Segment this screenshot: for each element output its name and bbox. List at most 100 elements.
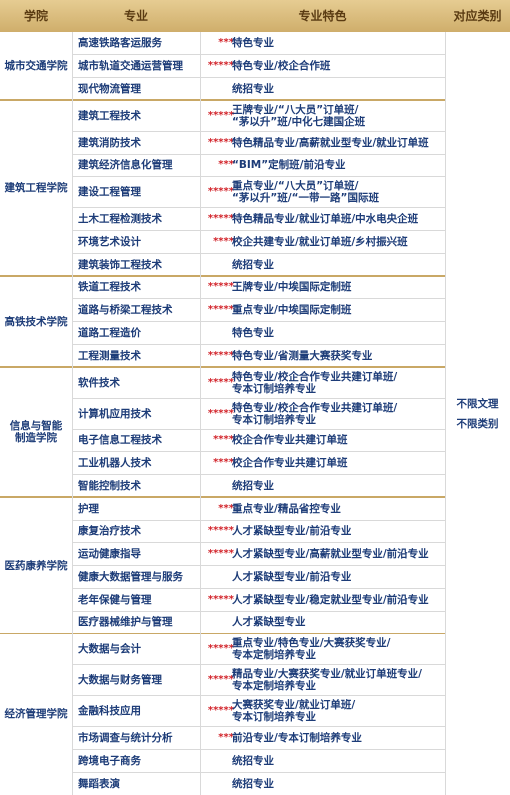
row-line (72, 397, 445, 399)
row-line (72, 726, 445, 728)
feature-line: 专本订制培养专业 (232, 711, 316, 724)
stars: ***** (207, 407, 234, 419)
features: 统招专业 (232, 78, 445, 101)
row-line (72, 451, 445, 453)
row-line (72, 153, 445, 155)
feature-line: 专本定制培养专业 (232, 680, 316, 693)
college-name: 高铁技术学院 (0, 276, 72, 367)
stars: ***** (207, 304, 234, 316)
stars: *** (218, 37, 234, 49)
stars: *** (218, 159, 234, 171)
feature-line: 特色专业/校企合作专业共建订单班/ (232, 401, 398, 414)
features: 人才紧缺型专业/稳定就业型专业/前沿专业 (232, 588, 445, 611)
category-line: 不限类别 (456, 417, 499, 430)
feature-line: 专本订制培养专业 (232, 413, 316, 426)
feature-line: 校企合作专业共建订单班 (232, 434, 348, 447)
features: 大赛获奖专业/就业订单班/专本订制培养专业 (232, 696, 445, 727)
stars: ***** (207, 643, 234, 655)
major-name: 建筑消防技术 (78, 136, 141, 149)
stars: ***** (207, 186, 234, 198)
major-name: 道路与桥梁工程技术 (78, 304, 173, 317)
major-name: 土木工程检测技术 (78, 213, 162, 226)
major-name: 市场调查与统计分析 (78, 732, 173, 745)
major-name: 大数据与会计 (78, 643, 141, 656)
features: 统招专业 (232, 253, 445, 276)
row-line (72, 321, 445, 322)
major-name: 护理 (78, 502, 99, 515)
major-name: 跨境电子商务 (78, 754, 141, 767)
features: 统招专业 (232, 475, 445, 498)
features: “BIM”定制班/前沿专业 (232, 154, 445, 177)
major-name: 大数据与财务管理 (78, 674, 162, 687)
row-line (72, 207, 445, 209)
group-line (0, 366, 445, 368)
row-line (72, 749, 445, 750)
features: 校企合作专业共建订单班 (232, 429, 445, 452)
major-name: 舞蹈表演 (78, 777, 120, 790)
feature-line: 特色专业/省测量大赛获奖专业 (232, 349, 373, 362)
features: 人才紧缺型专业/前沿专业 (232, 520, 445, 543)
row-line (72, 542, 445, 544)
feature-line: 统招专业 (232, 258, 274, 271)
row-line (72, 230, 445, 231)
feature-line: 人才紧缺型专业/前沿专业 (232, 525, 352, 538)
group-line (0, 496, 445, 498)
feature-line: 王牌专业/中埃国际定制班 (232, 281, 352, 294)
stars: *** (218, 732, 234, 744)
row-line (72, 77, 445, 78)
features: 特色专业/校企合作班 (232, 55, 445, 78)
col-line (199, 32, 201, 795)
row-line (72, 695, 445, 697)
major-name: 工程测量技术 (78, 349, 141, 362)
group-line (0, 275, 445, 277)
college-name: 医药康养学院 (0, 497, 72, 634)
features: 王牌专业/“八大员”订单班/“茅以升”班/中化七建国企班 (232, 100, 445, 131)
feature-line: 人才紧缺型专业/前沿专业 (232, 570, 352, 583)
row-line (72, 474, 445, 475)
major-name: 健康大数据管理与服务 (78, 570, 183, 583)
college-name: 建筑工程学院 (0, 100, 72, 276)
category: 不限文理 不限类别 (445, 32, 510, 795)
feature-line: 重点专业/“八大员”订单班/ (232, 180, 359, 193)
row-line (72, 587, 445, 589)
features: 特色专业/校企合作专业共建订单班/专本订制培养专业 (232, 367, 445, 398)
feature-line: 特色专业/校企合作专业共建订单班/ (232, 370, 398, 383)
feature-line: 人才紧缺型专业/高薪就业型专业/前沿专业 (232, 548, 429, 561)
major-name: 软件技术 (78, 376, 120, 389)
major-name: 建筑经济信息化管理 (78, 159, 173, 172)
row-line (72, 428, 445, 430)
features: 王牌专业/中埃国际定制班 (232, 276, 445, 299)
features: 特色专业 (232, 322, 445, 345)
col-line (71, 32, 73, 795)
row-line (72, 565, 445, 566)
group-line (0, 99, 445, 101)
major-name: 建设工程管理 (78, 186, 141, 199)
row-line (72, 54, 445, 56)
college-line: 建筑工程学院 (4, 182, 68, 195)
major-name: 运动健康指导 (78, 548, 141, 561)
major-name: 建筑装饰工程技术 (78, 258, 162, 271)
feature-line: 大赛获奖专业/就业订单班/ (232, 699, 356, 712)
major-name: 电子信息工程技术 (78, 434, 162, 447)
features: 校企合作专业共建订单班 (232, 452, 445, 475)
row-line (72, 664, 445, 666)
major-name: 金融科技应用 (78, 705, 141, 718)
group-line (0, 632, 445, 635)
features: 重点专业/精品省控专业 (232, 497, 445, 520)
features: 特色精品专业/高薪就业型专业/就业订单班 (232, 131, 445, 154)
feature-line: 特色专业/校企合作班 (232, 60, 331, 73)
features: 人才紧缺型专业/高薪就业型专业/前沿专业 (232, 543, 445, 566)
features: 特色专业/校企合作专业共建订单班/专本订制培养专业 (232, 398, 445, 429)
major-name: 医疗器械维护与管理 (78, 616, 173, 629)
col-line (444, 32, 446, 795)
college-line: 医药康养学院 (4, 559, 68, 572)
feature-line: 特色专业 (232, 37, 274, 50)
stars: ***** (207, 109, 234, 121)
major-name: 环境艺术设计 (78, 235, 141, 248)
stars: ***** (207, 593, 234, 605)
stars: ***** (207, 213, 234, 225)
features: 前沿专业/专本订制培养专业 (232, 727, 445, 750)
college-line: 城市交通学院 (4, 60, 68, 73)
feature-line: 统招专业 (232, 777, 274, 790)
